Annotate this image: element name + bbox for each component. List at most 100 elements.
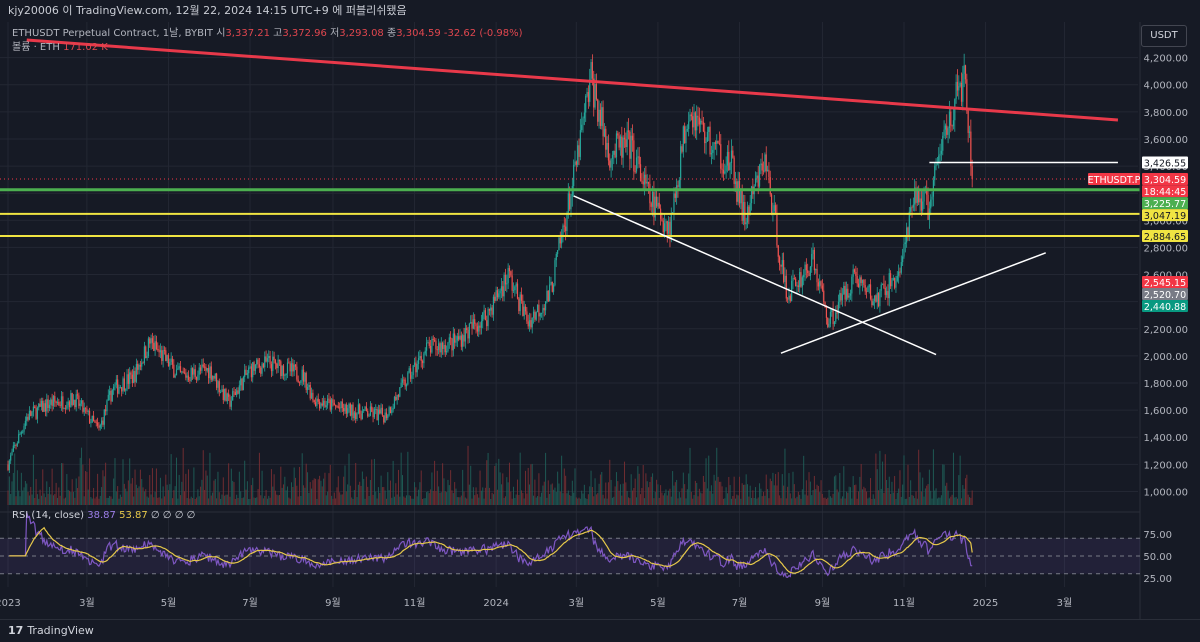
volume-bar: [43, 493, 45, 505]
candle-body: [622, 137, 624, 158]
rsi-label[interactable]: RSI (14, close): [12, 510, 85, 521]
candle-body: [360, 413, 362, 420]
volume-bar: [224, 495, 226, 505]
candle-body: [562, 225, 564, 235]
candle-body: [126, 374, 128, 390]
volume-bar: [915, 491, 917, 505]
candle-body: [321, 403, 323, 406]
candle-body: [617, 133, 619, 136]
volume-bar: [355, 462, 357, 505]
volume-bar: [234, 498, 236, 505]
candle-body: [363, 409, 365, 412]
time-tick-label: 7월: [242, 597, 258, 609]
tradingview-logo[interactable]: 17 TradingView: [8, 620, 94, 642]
volume-bar: [200, 486, 202, 505]
candle-body: [867, 287, 869, 292]
candle-body: [595, 83, 598, 100]
candle-body: [690, 114, 692, 117]
candle-body: [500, 286, 503, 291]
volume-bar: [117, 486, 119, 505]
volume-bar: [936, 498, 938, 505]
candle-body: [900, 262, 902, 273]
candle-body: [250, 366, 252, 378]
volume-bar: [784, 448, 786, 505]
volume-bar: [837, 492, 839, 505]
rsi-tick-label: 50.00: [1143, 552, 1172, 563]
volume-bar: [831, 497, 833, 505]
candle-body: [393, 396, 396, 408]
volume-bar: [347, 484, 349, 505]
volume-bar: [710, 485, 712, 505]
volume-bar: [706, 488, 708, 505]
volume-bar: [85, 471, 87, 505]
candle-body: [88, 411, 91, 423]
volume-bar: [947, 490, 949, 505]
volume-bar: [155, 468, 157, 505]
volume-bar: [50, 494, 52, 505]
volume-bar: [815, 489, 817, 505]
volume-label[interactable]: 볼륨 · ETH: [12, 42, 60, 53]
volume-bar: [284, 476, 286, 505]
volume-bar: [30, 486, 32, 505]
volume-bar: [123, 483, 125, 505]
volume-bar: [185, 473, 187, 505]
candle-body: [912, 204, 914, 208]
candle-body: [435, 340, 437, 350]
volume-bar: [835, 475, 837, 505]
candle-body: [130, 372, 132, 375]
volume-bar: [373, 458, 375, 505]
candle-body: [797, 285, 799, 287]
volume-bar: [167, 490, 169, 505]
candle-body: [519, 294, 521, 312]
volume-bar: [594, 478, 596, 505]
candle-body: [605, 128, 607, 150]
volume-bar: [336, 487, 338, 505]
symbol-name[interactable]: ETHUSDT Perpetual Contract, 1날, BYBIT: [12, 28, 214, 39]
candle-body: [543, 307, 545, 311]
candle-body: [333, 402, 335, 406]
volume-bar: [244, 460, 246, 505]
volume-bar: [232, 480, 234, 505]
candle-body: [170, 358, 172, 362]
candle-body: [355, 412, 357, 420]
candle-body: [20, 432, 22, 434]
price-label: 2,884.65: [1144, 232, 1186, 243]
volume-bar: [714, 480, 716, 505]
volume-bar: [775, 473, 777, 505]
change-value: -32.62 (-0.98%): [443, 28, 523, 39]
candle-body: [165, 350, 167, 361]
candle-body: [68, 401, 71, 408]
candle-body: [491, 307, 493, 315]
volume-bar: [321, 486, 323, 505]
volume-bar: [383, 487, 385, 505]
candle-body: [327, 398, 329, 406]
candle-body: [829, 311, 832, 324]
volume-bar: [847, 492, 849, 505]
candle-body: [526, 311, 528, 322]
volume-bar: [353, 490, 355, 505]
candle-body: [698, 117, 700, 125]
volume-bar: [585, 498, 587, 505]
currency-button[interactable]: USDT: [1141, 25, 1187, 47]
volume-bar: [303, 485, 305, 505]
candle-body: [286, 362, 289, 374]
candle-body: [515, 283, 517, 287]
candle-body: [881, 283, 884, 285]
volume-bar: [614, 486, 616, 505]
price-chart[interactable]: 1,000.001,200.001,400.001,600.001,800.00…: [0, 22, 1200, 619]
volume-bar: [381, 487, 383, 505]
volume-bar: [226, 494, 228, 505]
candle-body: [147, 338, 150, 356]
candle-body: [155, 341, 158, 350]
volume-bar: [789, 493, 791, 505]
volume-bar: [311, 488, 313, 505]
volume-bar: [736, 494, 738, 505]
candle-body: [145, 346, 147, 359]
candle-body: [439, 343, 441, 353]
candle-body: [677, 185, 679, 187]
candle-body: [428, 342, 430, 346]
volume-bar: [343, 476, 345, 505]
volume-bar: [525, 470, 527, 505]
candle-body: [312, 392, 314, 401]
candle-body: [503, 274, 505, 297]
